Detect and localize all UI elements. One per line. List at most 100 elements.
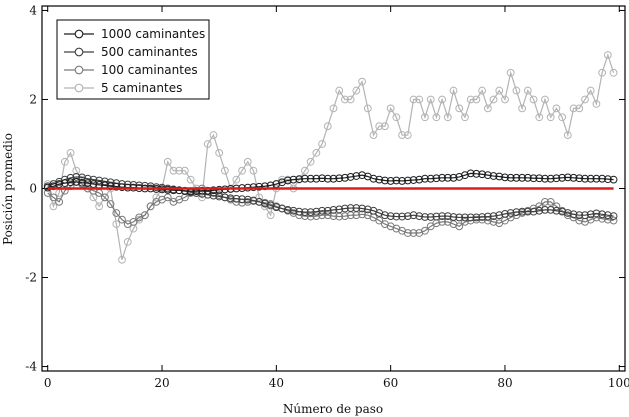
data-point	[221, 193, 229, 202]
data-point	[398, 177, 406, 185]
data-point	[289, 175, 298, 184]
data-point	[232, 175, 241, 184]
data-point	[495, 86, 504, 95]
data-point	[363, 104, 372, 113]
legend-marker	[74, 47, 84, 57]
data-point	[575, 174, 584, 183]
data-point	[215, 148, 224, 157]
data-point	[289, 206, 298, 215]
data-point	[375, 122, 384, 131]
data-point	[603, 215, 612, 224]
data-point	[403, 229, 412, 237]
data-point	[403, 131, 412, 139]
data-point	[506, 68, 515, 77]
data-point	[323, 174, 332, 183]
data-point	[403, 176, 412, 185]
data-point	[466, 213, 475, 222]
data-point	[575, 211, 584, 220]
data-point	[398, 212, 406, 221]
data-point	[569, 210, 578, 219]
data-point	[518, 104, 527, 113]
data-point	[432, 113, 441, 122]
data-point	[95, 176, 104, 185]
data-point	[483, 216, 492, 225]
data-point	[215, 185, 224, 194]
data-point	[478, 213, 487, 221]
data-point	[409, 95, 418, 104]
data-point	[83, 174, 92, 183]
data-point	[169, 166, 178, 175]
data-point	[278, 175, 286, 184]
data-point	[238, 195, 246, 204]
data-point	[546, 113, 555, 122]
data-point	[278, 178, 286, 187]
data-point	[529, 207, 538, 216]
data-point	[386, 104, 395, 113]
data-point	[266, 211, 275, 220]
data-point	[421, 226, 429, 235]
data-point	[609, 216, 618, 225]
data-point	[306, 174, 315, 183]
data-point	[489, 172, 498, 180]
data-point	[249, 196, 258, 205]
data-point	[318, 140, 326, 148]
data-point	[598, 68, 607, 77]
data-point	[112, 220, 121, 229]
data-point	[558, 207, 567, 216]
data-point	[529, 95, 538, 104]
data-point	[581, 95, 589, 104]
data-point	[301, 208, 309, 216]
data-point	[346, 173, 355, 181]
y-tick-label: 0	[29, 182, 37, 196]
data-point	[609, 175, 618, 184]
data-point	[455, 213, 464, 222]
data-point	[563, 209, 572, 217]
data-point	[312, 174, 321, 183]
data-point	[506, 209, 515, 217]
data-point	[329, 174, 338, 183]
data-point	[415, 95, 424, 104]
data-point	[312, 148, 321, 157]
data-point	[558, 113, 567, 122]
data-point	[438, 212, 446, 220]
data-point	[586, 210, 595, 219]
data-point	[358, 171, 366, 180]
data-point	[100, 177, 109, 186]
data-point	[581, 211, 589, 220]
data-point	[541, 205, 549, 214]
data-point	[163, 157, 172, 166]
data-point	[66, 173, 75, 182]
data-point	[535, 206, 544, 215]
data-point	[381, 122, 389, 131]
data-point	[512, 208, 521, 216]
data-point	[449, 213, 458, 221]
data-point	[603, 51, 612, 59]
data-point	[341, 212, 349, 220]
data-point	[489, 95, 498, 104]
data-point	[118, 183, 126, 192]
data-point	[592, 209, 601, 218]
data-point	[323, 122, 332, 131]
data-point	[375, 216, 384, 225]
legend: 1000 caminantes 500 caminantes 100 caminan…	[56, 19, 210, 100]
data-point	[512, 86, 521, 95]
y-tick-label: -2	[25, 271, 37, 285]
data-point	[301, 212, 309, 220]
data-point	[352, 172, 361, 180]
data-point	[89, 175, 98, 184]
data-point	[449, 173, 458, 182]
data-point	[163, 185, 172, 194]
data-point	[518, 207, 527, 216]
data-point	[586, 174, 595, 183]
data-point	[266, 201, 275, 210]
data-point	[180, 166, 189, 175]
data-point	[461, 113, 469, 122]
data-point	[489, 217, 498, 226]
data-point	[60, 157, 69, 166]
x-axis-title: Número de paso	[283, 402, 383, 416]
data-point	[512, 173, 521, 182]
data-point	[375, 175, 384, 184]
data-point	[461, 213, 469, 222]
data-point	[581, 174, 589, 183]
x-tick-label: 80	[497, 376, 512, 390]
